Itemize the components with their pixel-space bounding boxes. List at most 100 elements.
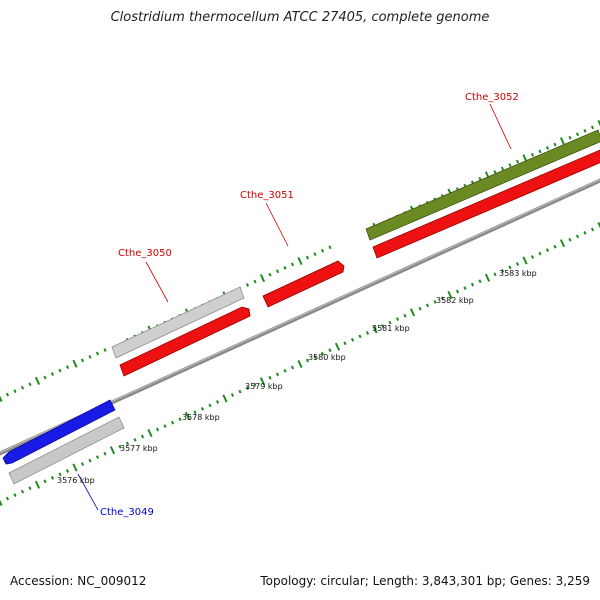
upper-track-tick bbox=[575, 132, 580, 137]
upper-track-tick bbox=[313, 252, 317, 257]
lower-track-tick bbox=[140, 434, 145, 439]
gene-label-cthe-3052[interactable]: Cthe_3052 bbox=[465, 92, 519, 103]
lower-track-tick bbox=[538, 251, 542, 256]
map-title: Clostridium thermocellum ATCC 27405, com… bbox=[110, 10, 490, 25]
lower-track-tick bbox=[147, 428, 153, 438]
gene-label-cthe-3051[interactable]: Cthe_3051 bbox=[240, 190, 294, 201]
lower-track-tick bbox=[125, 441, 130, 446]
lower-track-tick bbox=[109, 446, 116, 455]
lower-track-tick bbox=[350, 337, 355, 342]
lower-track-tick bbox=[0, 499, 3, 507]
lower-track-tick bbox=[178, 417, 182, 422]
gene-label-cthe-3049[interactable]: Cthe_3049 bbox=[100, 507, 154, 518]
lower-track-tick bbox=[215, 400, 220, 404]
lower-track-tick bbox=[343, 341, 347, 346]
upper-track-tick bbox=[80, 358, 85, 363]
lower-tick-track bbox=[0, 221, 600, 507]
lower-track-tick bbox=[320, 351, 325, 356]
upper-track-tick bbox=[290, 262, 295, 267]
cthe-3051-leader bbox=[265, 202, 289, 247]
upper-track-tick bbox=[5, 392, 10, 397]
lower-track-tick bbox=[597, 221, 600, 229]
scale-label-3577: 3577 kbp bbox=[120, 444, 158, 453]
lower-track-tick bbox=[388, 320, 392, 325]
upper-track-tick bbox=[508, 163, 512, 167]
lower-track-tick bbox=[155, 427, 160, 432]
upper-track-tick bbox=[559, 137, 566, 146]
lower-track-tick bbox=[163, 424, 167, 428]
upper-track-tick bbox=[275, 269, 280, 274]
upper-track-tick bbox=[268, 272, 272, 277]
lower-track-tick bbox=[403, 313, 407, 318]
upper-track-tick bbox=[20, 385, 25, 390]
lower-track-tick bbox=[65, 469, 70, 473]
lower-track-tick bbox=[425, 303, 430, 308]
gene-cthe-3049-feature[interactable] bbox=[2, 399, 116, 465]
lower-track-tick bbox=[133, 438, 137, 442]
upper-track-tick bbox=[553, 142, 557, 147]
upper-track-tick bbox=[305, 255, 310, 260]
lower-track-tick bbox=[493, 272, 497, 277]
lower-track-tick bbox=[253, 382, 257, 387]
upper-track-tick bbox=[259, 274, 266, 283]
upper-track-tick bbox=[530, 152, 535, 157]
lower-track-tick bbox=[433, 300, 437, 304]
upper-track-tick bbox=[58, 368, 62, 373]
gray-feature-2[interactable] bbox=[111, 286, 245, 359]
olive-feature[interactable] bbox=[365, 129, 600, 241]
lower-track-tick bbox=[230, 393, 235, 397]
lower-track-tick bbox=[447, 290, 453, 300]
scale-label-3576: 3576 kbp bbox=[57, 476, 95, 485]
scale-label-3578: 3578 kbp bbox=[182, 413, 220, 422]
upper-track-tick bbox=[500, 166, 505, 171]
upper-track-tick bbox=[245, 283, 250, 287]
lower-track-tick bbox=[193, 410, 197, 415]
lower-track-tick bbox=[184, 411, 191, 420]
upper-track-tick bbox=[515, 159, 520, 164]
lower-track-tick bbox=[515, 262, 520, 266]
lower-track-tick bbox=[238, 389, 242, 394]
lower-track-tick bbox=[170, 420, 175, 425]
lower-track-tick bbox=[5, 496, 10, 501]
lower-track-tick bbox=[28, 486, 32, 491]
lower-track-tick bbox=[20, 489, 25, 494]
upper-track-tick bbox=[583, 128, 587, 133]
accession-text: Accession: NC_009012 bbox=[10, 574, 147, 588]
lower-track-tick bbox=[559, 239, 566, 248]
lower-track-tick bbox=[88, 458, 92, 463]
upper-track-tick bbox=[297, 256, 303, 266]
lower-track-tick bbox=[80, 462, 85, 466]
gray-feature-1[interactable] bbox=[8, 416, 125, 485]
genome-summary-text: Topology: circular; Length: 3,843,301 bp… bbox=[260, 574, 590, 588]
lower-track-tick bbox=[50, 475, 55, 480]
upper-tick-track bbox=[0, 119, 600, 403]
lower-track-tick bbox=[13, 493, 17, 497]
lower-track-tick bbox=[365, 331, 370, 335]
gene-label-cthe-3050[interactable]: Cthe_3050 bbox=[118, 248, 172, 259]
upper-track-tick bbox=[72, 359, 78, 368]
gene-cthe-3052-feature[interactable] bbox=[372, 149, 600, 259]
lower-track-tick bbox=[200, 406, 205, 411]
upper-track-tick bbox=[34, 376, 41, 385]
upper-track-tick bbox=[88, 355, 92, 359]
lower-track-tick bbox=[313, 355, 317, 359]
lower-track-tick bbox=[484, 273, 491, 282]
lower-track-tick bbox=[118, 444, 122, 449]
lower-track-tick bbox=[358, 334, 362, 339]
scale-label-3579: 3579 kbp bbox=[245, 382, 283, 391]
upper-track-tick bbox=[65, 365, 70, 370]
lower-track-tick bbox=[380, 324, 385, 328]
lower-track-tick bbox=[530, 255, 535, 259]
upper-track-tick bbox=[538, 149, 542, 154]
upper-track-tick bbox=[283, 265, 287, 270]
lower-track-tick bbox=[297, 359, 303, 369]
lower-track-tick bbox=[43, 479, 47, 484]
gene-cthe-3050-feature[interactable] bbox=[119, 306, 251, 377]
upper-track-tick bbox=[597, 119, 600, 127]
lower-track-tick bbox=[575, 234, 580, 239]
lower-track-tick bbox=[409, 308, 416, 317]
gene-cthe-3051-feature[interactable] bbox=[262, 260, 345, 308]
upper-track-tick bbox=[50, 372, 55, 376]
